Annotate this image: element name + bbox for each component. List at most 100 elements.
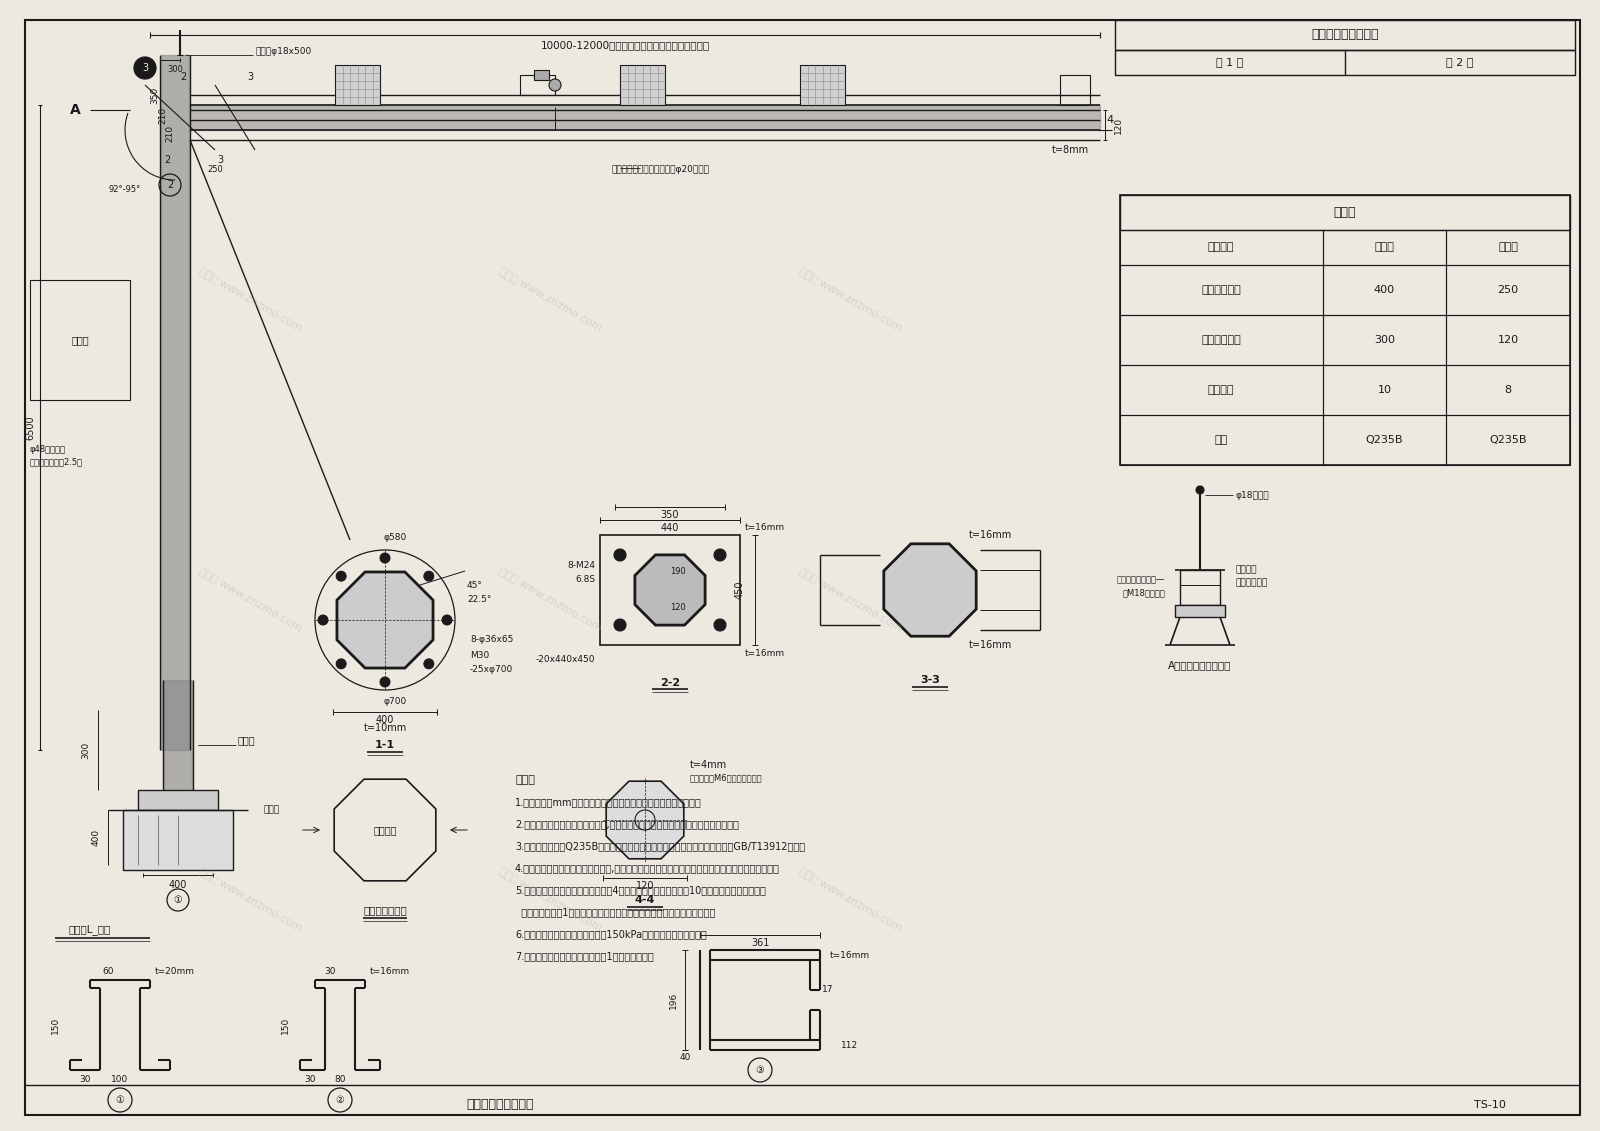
- Text: 知末网 www.znzmo.com: 知末网 www.znzmo.com: [797, 567, 902, 633]
- Text: 22.5°: 22.5°: [467, 595, 491, 604]
- Text: 17: 17: [822, 985, 834, 994]
- Text: 颗M18的螺母）: 颗M18的螺母）: [1122, 588, 1165, 597]
- Text: 基本参数: 基本参数: [1208, 242, 1235, 252]
- Bar: [138, 789, 218, 810]
- Text: 40: 40: [680, 1053, 691, 1062]
- Text: 2: 2: [166, 180, 173, 190]
- Text: 400: 400: [170, 880, 187, 890]
- Bar: [1446, 415, 1570, 465]
- Text: t=16mm: t=16mm: [968, 640, 1011, 650]
- Text: 150: 150: [280, 1017, 290, 1034]
- Bar: [1174, 605, 1226, 618]
- Text: 300: 300: [1374, 335, 1395, 345]
- Text: 固定板（下方焊接—: 固定板（下方焊接—: [1117, 576, 1165, 585]
- Text: 第 1 页: 第 1 页: [1216, 57, 1243, 67]
- Bar: [1120, 265, 1323, 316]
- Text: 6.8S: 6.8S: [574, 576, 595, 585]
- Text: 2-2: 2-2: [659, 677, 680, 688]
- Text: 1.图中单位以mm计，除注明外，所有管件断面标注均为对边尺寸。: 1.图中单位以mm计，除注明外，所有管件断面标注均为对边尺寸。: [515, 797, 702, 808]
- Text: 120: 120: [1114, 116, 1123, 133]
- Circle shape: [714, 549, 726, 561]
- Bar: [600, 535, 739, 645]
- Bar: [1181, 570, 1221, 605]
- Text: A: A: [70, 103, 80, 116]
- Text: t=16mm: t=16mm: [746, 648, 786, 657]
- Text: 知末网 www.znzmo.com: 知末网 www.znzmo.com: [498, 267, 603, 334]
- Text: 30: 30: [325, 967, 336, 976]
- Circle shape: [318, 615, 328, 625]
- Bar: [1120, 365, 1323, 415]
- Text: 6.本图适用于基底容许应力不小于150kPa，否则应进行地基处理。: 6.本图适用于基底容许应力不小于150kPa，否则应进行地基处理。: [515, 929, 707, 939]
- Text: 2.设备安装细节结构根据需求制定,支臂、主杆连接处均采用热镀锌高强度螺栓连接。: 2.设备安装细节结构根据需求制定,支臂、主杆连接处均采用热镀锌高强度螺栓连接。: [515, 819, 739, 829]
- Text: 知末网 www.znzmo.com: 知末网 www.znzmo.com: [197, 267, 302, 334]
- Text: ③: ③: [755, 1065, 765, 1074]
- Bar: [1446, 265, 1570, 316]
- Text: 接地电阻不大于1欧姆。高土壤电阻率地区可采用长效降阻剂或接地模块。: 接地电阻不大于1欧姆。高土壤电阻率地区可采用长效降阻剂或接地模块。: [515, 907, 715, 917]
- Text: 30: 30: [80, 1076, 91, 1085]
- Text: 2: 2: [179, 72, 186, 83]
- Text: 电子警察安装大样图: 电子警察安装大样图: [1312, 28, 1379, 42]
- Text: 悬臂杆: 悬臂杆: [1498, 242, 1518, 252]
- Bar: [621, 64, 666, 105]
- Text: t=16mm: t=16mm: [370, 967, 410, 976]
- Text: 对边尺寸: 对边尺寸: [373, 824, 397, 835]
- Text: 根据安装设备数量背面预留φ20穿线孔: 根据安装设备数量背面预留φ20穿线孔: [611, 165, 709, 174]
- Text: A向避雷针连接示意图: A向避雷针连接示意图: [1168, 661, 1232, 670]
- Circle shape: [134, 57, 157, 79]
- Text: t=16mm: t=16mm: [830, 950, 870, 959]
- Text: 400: 400: [1374, 285, 1395, 295]
- Text: 3: 3: [142, 63, 149, 74]
- Bar: [1446, 316, 1570, 365]
- Text: 知末网 www.znzmo.com: 知末网 www.znzmo.com: [797, 866, 902, 933]
- Text: φ48管出线孔: φ48管出线孔: [30, 446, 66, 455]
- Text: 80: 80: [334, 1076, 346, 1085]
- Text: 共 2 页: 共 2 页: [1446, 57, 1474, 67]
- Text: 知末网 www.znzmo.com: 知末网 www.znzmo.com: [498, 567, 603, 633]
- Circle shape: [614, 619, 626, 631]
- Text: 8-φ36x65: 8-φ36x65: [470, 636, 514, 645]
- Text: φ580: φ580: [384, 534, 406, 543]
- Bar: [800, 64, 845, 105]
- Text: 4-4: 4-4: [635, 895, 654, 905]
- Text: 400: 400: [91, 828, 101, 846]
- Text: 设备箱: 设备箱: [70, 335, 90, 345]
- Text: 350: 350: [661, 510, 680, 520]
- Text: t=20mm: t=20mm: [155, 967, 195, 976]
- Bar: [1059, 75, 1090, 105]
- Text: φ700: φ700: [384, 698, 406, 707]
- Bar: [1115, 20, 1574, 50]
- Text: 3: 3: [218, 155, 222, 165]
- Circle shape: [424, 659, 434, 668]
- Bar: [1323, 316, 1446, 365]
- Text: 墙木材板刷M6的沉头螺钉固定: 墙木材板刷M6的沉头螺钉固定: [690, 774, 763, 783]
- Text: Q235B: Q235B: [1490, 435, 1526, 444]
- Text: 440: 440: [661, 523, 678, 533]
- Text: 知末网 www.znzmo.com: 知末网 www.znzmo.com: [797, 267, 902, 334]
- Text: 材料表: 材料表: [1334, 206, 1357, 218]
- Text: 知末网 www.znzmo.com: 知末网 www.znzmo.com: [197, 567, 302, 633]
- Text: 210: 210: [158, 106, 168, 123]
- Text: 300: 300: [82, 742, 91, 759]
- Bar: [1323, 230, 1446, 265]
- Text: 地面线: 地面线: [262, 805, 278, 814]
- Circle shape: [1197, 486, 1205, 494]
- Text: 210: 210: [165, 124, 174, 141]
- Text: 主干踏L_型杆: 主干踏L_型杆: [69, 924, 110, 935]
- Bar: [1115, 50, 1574, 75]
- Text: Q235B: Q235B: [1366, 435, 1403, 444]
- Bar: [1120, 195, 1570, 230]
- Circle shape: [381, 553, 390, 563]
- Bar: [520, 75, 555, 95]
- Text: 300: 300: [166, 66, 182, 75]
- Text: 材质: 材质: [1214, 435, 1227, 444]
- Text: 8: 8: [1504, 385, 1512, 395]
- Text: 5.接地电阻满足工作接地电阻不大于4欧姆，防雷接地电阻不大于10欧姆，如采用联合接地，: 5.接地电阻满足工作接地电阻不大于4欧姆，防雷接地电阻不大于10欧姆，如采用联合…: [515, 884, 766, 895]
- Text: 190: 190: [670, 568, 686, 577]
- Text: 活动螺母: 活动螺母: [1235, 566, 1256, 575]
- Bar: [123, 810, 234, 870]
- Text: 400: 400: [376, 715, 394, 725]
- Bar: [1323, 265, 1446, 316]
- Circle shape: [549, 79, 562, 90]
- Text: 120: 120: [670, 604, 686, 613]
- Bar: [1323, 415, 1446, 465]
